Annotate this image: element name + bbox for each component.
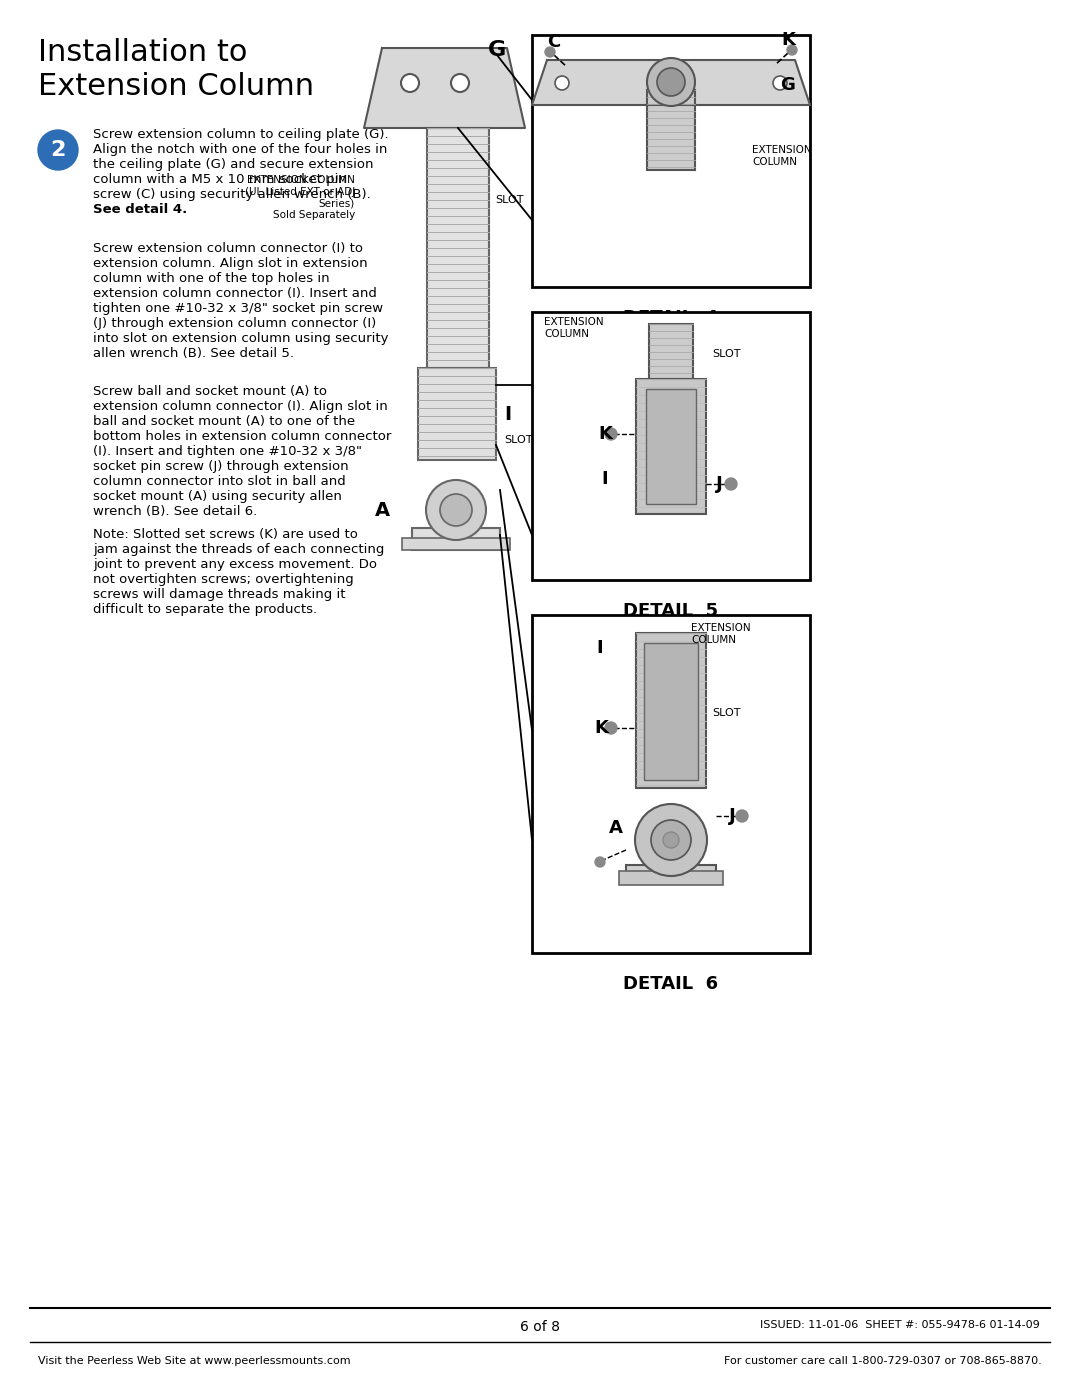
Text: A: A: [609, 819, 623, 837]
Text: C: C: [546, 34, 561, 52]
Circle shape: [440, 495, 472, 527]
Text: EXTENSION
COLUMN: EXTENSION COLUMN: [691, 623, 751, 645]
Text: 6 of 8: 6 of 8: [519, 1320, 561, 1334]
Text: K: K: [781, 31, 795, 49]
Text: I: I: [600, 469, 608, 488]
Bar: [644, 643, 698, 780]
Text: SLOT: SLOT: [712, 708, 741, 718]
Text: Note: Slotted set screws (K) are used to: Note: Slotted set screws (K) are used to: [93, 528, 357, 541]
Text: extension column connector (I). Insert and: extension column connector (I). Insert a…: [93, 286, 377, 300]
Text: Installation to: Installation to: [38, 38, 247, 67]
Text: column with one of the top holes in: column with one of the top holes in: [93, 272, 329, 285]
Bar: [636, 633, 706, 788]
Circle shape: [555, 75, 569, 89]
Text: A: A: [375, 500, 390, 520]
Text: I: I: [504, 405, 511, 423]
Text: SLOT: SLOT: [712, 349, 741, 359]
Text: ISSUED: 11-01-06  SHEET #: 055-9478-6 01-14-09: ISSUED: 11-01-06 SHEET #: 055-9478-6 01-…: [760, 1320, 1040, 1330]
Bar: [649, 324, 693, 379]
Bar: [411, 528, 500, 550]
Text: extension column connector (I). Align slot in: extension column connector (I). Align sl…: [93, 400, 388, 414]
Circle shape: [787, 45, 797, 54]
Text: DETAIL  5: DETAIL 5: [623, 602, 718, 620]
Circle shape: [401, 74, 419, 92]
Text: difficult to separate the products.: difficult to separate the products.: [93, 604, 318, 616]
Bar: [418, 367, 496, 460]
Bar: [532, 312, 810, 580]
Circle shape: [663, 833, 679, 848]
Text: EXTENSION
COLUMN: EXTENSION COLUMN: [544, 317, 604, 339]
Circle shape: [595, 856, 605, 868]
Polygon shape: [532, 60, 810, 105]
Text: EXTENSION COLUMN
(UL Listed EXT or ADJ
Series)
Sold Separately: EXTENSION COLUMN (UL Listed EXT or ADJ S…: [245, 175, 355, 219]
Circle shape: [657, 68, 685, 96]
Text: bottom holes in extension column connector: bottom holes in extension column connect…: [93, 430, 391, 443]
Bar: [626, 865, 716, 883]
Text: Extension Column: Extension Column: [38, 73, 314, 101]
Text: screw (C) using security allen wrench (B).: screw (C) using security allen wrench (B…: [93, 189, 370, 201]
Text: the ceiling plate (G) and secure extension: the ceiling plate (G) and secure extensi…: [93, 158, 374, 170]
Text: G: G: [488, 41, 507, 60]
Circle shape: [605, 427, 617, 440]
Bar: [647, 89, 696, 170]
Text: (J) through extension column connector (I): (J) through extension column connector (…: [93, 317, 376, 330]
Text: socket mount (A) using security allen: socket mount (A) using security allen: [93, 490, 342, 503]
Bar: [619, 870, 723, 886]
Bar: [532, 35, 810, 286]
Circle shape: [773, 75, 787, 89]
Bar: [402, 538, 510, 550]
Text: See detail 4.: See detail 4.: [93, 203, 187, 217]
Circle shape: [451, 74, 469, 92]
Text: Screw extension column to ceiling plate (G).: Screw extension column to ceiling plate …: [93, 129, 389, 141]
Circle shape: [651, 820, 691, 861]
Text: screws will damage threads making it: screws will damage threads making it: [93, 588, 346, 601]
Text: column connector into slot in ball and: column connector into slot in ball and: [93, 475, 346, 488]
Text: into slot on extension column using security: into slot on extension column using secu…: [93, 332, 389, 345]
Text: For customer care call 1-800-729-0307 or 708-865-8870.: For customer care call 1-800-729-0307 or…: [725, 1356, 1042, 1366]
Text: K: K: [598, 425, 612, 443]
Text: G: G: [780, 75, 795, 94]
Text: extension column. Align slot in extension: extension column. Align slot in extensio…: [93, 257, 367, 270]
Bar: [636, 379, 706, 514]
Text: I: I: [596, 638, 603, 657]
Text: tighten one #10-32 x 3/8" socket pin screw: tighten one #10-32 x 3/8" socket pin scr…: [93, 302, 383, 314]
Text: (I). Insert and tighten one #10-32 x 3/8": (I). Insert and tighten one #10-32 x 3/8…: [93, 446, 362, 458]
Text: wrench (B). See detail 6.: wrench (B). See detail 6.: [93, 504, 257, 518]
Text: column with a M5 x 10 mm socket pin: column with a M5 x 10 mm socket pin: [93, 173, 347, 186]
Bar: [532, 615, 810, 953]
Text: SLOT: SLOT: [495, 196, 524, 205]
Circle shape: [545, 47, 555, 57]
Text: socket pin screw (J) through extension: socket pin screw (J) through extension: [93, 460, 349, 474]
Text: Screw ball and socket mount (A) to: Screw ball and socket mount (A) to: [93, 386, 327, 398]
Polygon shape: [364, 47, 525, 129]
Bar: [427, 129, 489, 367]
Circle shape: [38, 130, 78, 170]
Text: Screw extension column connector (I) to: Screw extension column connector (I) to: [93, 242, 363, 256]
Text: allen wrench (B). See detail 5.: allen wrench (B). See detail 5.: [93, 346, 294, 360]
Text: DETAIL  4: DETAIL 4: [623, 309, 718, 327]
Circle shape: [635, 805, 707, 876]
Text: ball and socket mount (A) to one of the: ball and socket mount (A) to one of the: [93, 415, 355, 427]
Bar: [646, 388, 696, 504]
Text: joint to prevent any excess movement. Do: joint to prevent any excess movement. Do: [93, 557, 377, 571]
Circle shape: [725, 478, 737, 490]
Text: EXTENSION
COLUMN: EXTENSION COLUMN: [752, 145, 812, 168]
Text: Visit the Peerless Web Site at www.peerlessmounts.com: Visit the Peerless Web Site at www.peerl…: [38, 1356, 351, 1366]
Text: not overtighten screws; overtightening: not overtighten screws; overtightening: [93, 573, 354, 585]
Text: Align the notch with one of the four holes in: Align the notch with one of the four hol…: [93, 142, 388, 156]
Text: jam against the threads of each connecting: jam against the threads of each connecti…: [93, 543, 384, 556]
Text: K: K: [594, 719, 608, 738]
Text: DETAIL  6: DETAIL 6: [623, 975, 718, 993]
Circle shape: [605, 722, 617, 733]
Text: 2: 2: [51, 140, 66, 161]
Circle shape: [647, 59, 696, 106]
Circle shape: [426, 481, 486, 541]
Circle shape: [735, 810, 748, 821]
Text: J: J: [716, 475, 723, 493]
Text: J: J: [729, 807, 735, 826]
Text: SLOT: SLOT: [504, 434, 532, 446]
